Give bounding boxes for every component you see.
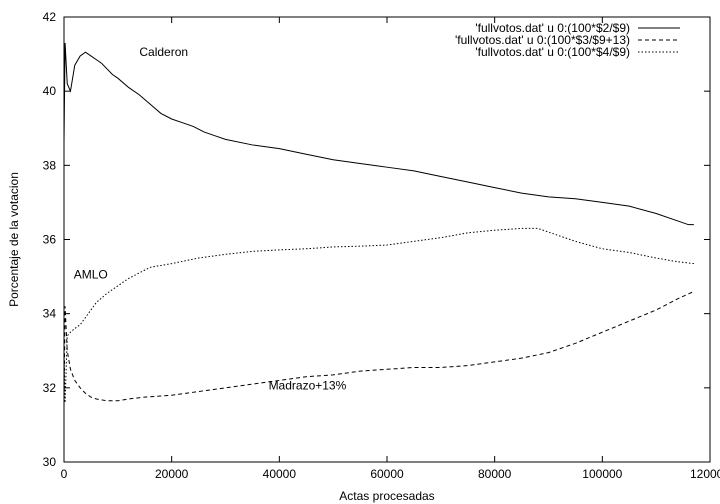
- y-tick-label: 34: [43, 307, 57, 321]
- x-tick-label: 40000: [263, 467, 297, 481]
- y-tick-label: 32: [43, 381, 57, 395]
- y-tick-label: 30: [43, 455, 57, 469]
- tick-labels: 0 20000 40000 60000 80000 100000 120000 30 32 34 3…: [43, 10, 720, 481]
- legend-label: 'fullvotos.dat' u 0:(100*$4/$9): [475, 45, 630, 59]
- y-tick-label: 36: [43, 233, 57, 247]
- plot-lines: [63, 42, 695, 407]
- series-line: [63, 290, 695, 407]
- series-annotation: AMLO: [74, 267, 108, 281]
- legend-label: 'fullvotos.dat' u 0:(100*$3/$9+13): [455, 33, 630, 47]
- x-tick-label: 20000: [155, 467, 189, 481]
- legend: 'fullvotos.dat' u 0:(100*$2/$9)'fullvoto…: [455, 21, 680, 59]
- x-tick-label: 80000: [478, 467, 512, 481]
- x-tick-label: 100000: [582, 467, 622, 481]
- series-annotation: Calderon: [139, 45, 188, 59]
- series-annotations: Calderon AMLO Madrazo+13%: [74, 45, 347, 393]
- x-axis-label: Actas procesadas: [339, 489, 434, 503]
- y-axis-label: Porcentaje de la votacion: [7, 172, 21, 307]
- y-tick-label: 40: [43, 84, 57, 98]
- series-annotation: Madrazo+13%: [269, 379, 347, 393]
- series-line: [63, 42, 694, 226]
- x-tick-label: 0: [61, 467, 68, 481]
- tick-marks: [63, 16, 711, 463]
- plot-frame: [63, 16, 711, 463]
- y-tick-label: 38: [43, 158, 57, 172]
- x-tick-label: 60000: [370, 467, 404, 481]
- y-tick-label: 42: [43, 10, 57, 24]
- series-line: [63, 227, 694, 403]
- legend-label: 'fullvotos.dat' u 0:(100*$2/$9): [475, 21, 630, 35]
- x-tick-label: 120000: [690, 467, 720, 481]
